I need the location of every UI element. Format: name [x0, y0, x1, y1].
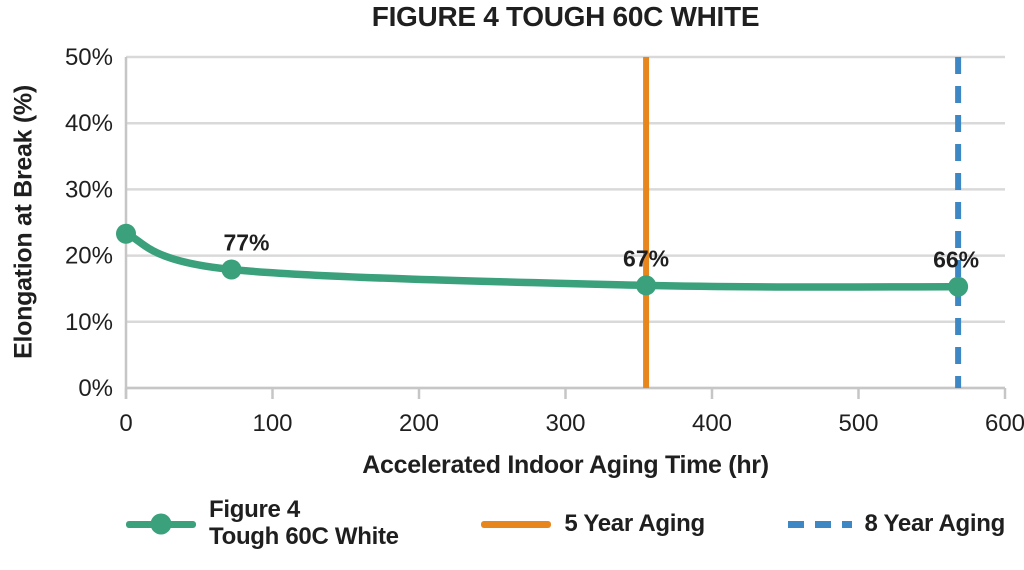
- legend-label-series: Figure 4 Tough 60C White: [209, 496, 399, 550]
- legend-label-8-year: 8 Year Aging: [864, 509, 1006, 537]
- y-tick-label: 30%: [65, 176, 113, 203]
- data-point: [636, 275, 657, 296]
- series-line: [122, 230, 962, 291]
- eight-year-dashed-swatch-icon: [787, 520, 852, 528]
- y-tick-label: 40%: [65, 110, 113, 137]
- five-year-line-swatch-icon: [481, 520, 552, 528]
- x-tick-label: 300: [545, 410, 585, 437]
- legend-item-series: Figure 4 Tough 60C White: [126, 496, 399, 551]
- x-tick-label: 200: [399, 410, 439, 437]
- x-tick-label: 400: [692, 410, 732, 437]
- y-tick-label: 20%: [65, 243, 113, 270]
- data-point: [116, 223, 136, 244]
- legend-item-8-year: 8 Year Aging: [787, 509, 1006, 538]
- series-dot-icon: [150, 513, 172, 535]
- y-tick-label: 10%: [65, 309, 113, 336]
- x-tick-label: 500: [838, 410, 878, 437]
- data-point-label: 77%: [223, 230, 269, 256]
- data-point: [221, 259, 242, 280]
- data-point: [948, 276, 969, 297]
- y-tick-label: 0%: [78, 375, 113, 402]
- legend: Figure 4 Tough 60C White 5 Year Aging 8 …: [126, 492, 1005, 556]
- chart-title: FIGURE 4 TOUGH 60C WHITE: [371, 1, 760, 32]
- legend-label-5-year: 5 Year Aging: [564, 509, 705, 537]
- legend-item-5-year: 5 Year Aging: [481, 509, 705, 538]
- x-tick-label: 600: [985, 410, 1024, 437]
- y-tick-label: 50%: [65, 44, 113, 71]
- series-line-swatch-icon: [126, 513, 196, 535]
- x-tick-label: 100: [252, 410, 292, 437]
- chart-canvas: 0% 10% 20% 30% 40% 50% 0 100 200 300 400 500 600 77% 6…: [65, 44, 1024, 437]
- data-point-label: 67%: [623, 245, 669, 271]
- x-tick-label: 0: [119, 410, 132, 437]
- data-point-label: 66%: [933, 247, 979, 273]
- x-axis-title: Accelerated Indoor Aging Time (hr): [362, 451, 769, 479]
